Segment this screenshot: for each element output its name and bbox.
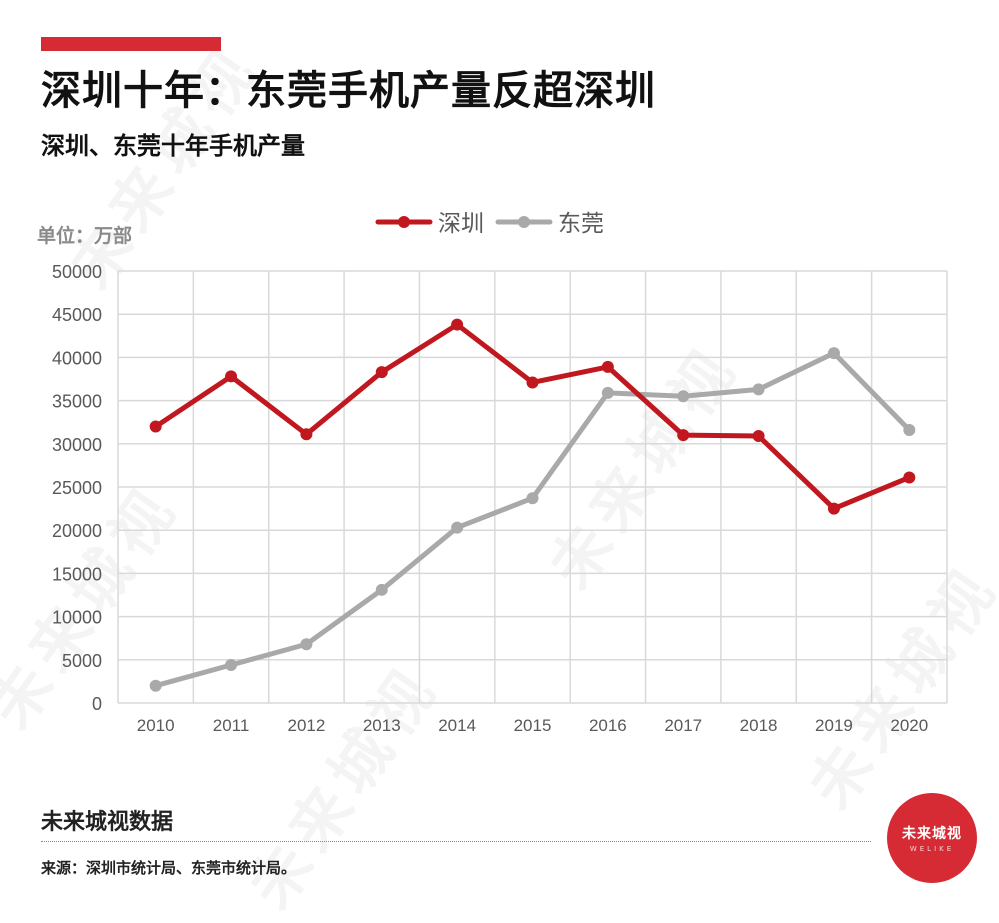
data-point-shenzhen (903, 471, 916, 484)
data-point-dongguan (375, 583, 388, 596)
y-tick-label: 5000 (62, 651, 102, 671)
x-tick-label: 2020 (890, 716, 928, 735)
page-subtitle: 深圳、东莞十年手机产量 (41, 132, 305, 160)
data-point-shenzhen (225, 370, 238, 383)
x-tick-label: 2012 (287, 716, 325, 735)
data-point-shenzhen (451, 318, 464, 331)
unit-label: 单位：万部 (37, 225, 133, 247)
x-tick-label: 2017 (664, 716, 702, 735)
y-tick-label: 30000 (52, 435, 102, 455)
y-tick-label: 20000 (52, 521, 102, 541)
footer-brand: 未来城视数据 (41, 810, 174, 835)
data-point-shenzhen (752, 430, 765, 443)
legend-label-shenzhen: 深圳 (438, 211, 484, 237)
y-tick-label: 15000 (52, 564, 102, 584)
data-point-dongguan (300, 638, 313, 651)
data-point-dongguan (827, 347, 840, 360)
data-point-shenzhen (827, 502, 840, 515)
y-tick-label: 40000 (52, 348, 102, 368)
data-point-dongguan (677, 390, 690, 403)
brand-logo: 未来城视 WELIKE (887, 793, 977, 883)
data-point-shenzhen (149, 420, 162, 433)
y-tick-label: 25000 (52, 478, 102, 498)
x-tick-label: 2018 (740, 716, 778, 735)
y-tick-label: 50000 (52, 262, 102, 282)
y-tick-label: 10000 (52, 608, 102, 628)
x-tick-label: 2010 (137, 716, 175, 735)
x-tick-label: 2014 (438, 716, 476, 735)
data-point-shenzhen (300, 428, 313, 441)
data-point-dongguan (225, 658, 238, 671)
x-tick-label: 2019 (815, 716, 853, 735)
accent-bar (41, 37, 221, 51)
data-point-dongguan (601, 386, 614, 399)
data-point-dongguan (149, 679, 162, 692)
footer-divider (41, 841, 871, 842)
data-point-shenzhen (677, 429, 690, 442)
data-point-dongguan (752, 383, 765, 396)
data-point-shenzhen (601, 360, 614, 373)
page-title: 深圳十年：东莞手机产量反超深圳 (41, 68, 656, 114)
logo-subtext: WELIKE (909, 845, 955, 853)
source-note: 来源：深圳市统计局、东莞市统计局。 (41, 859, 297, 877)
data-point-dongguan (903, 423, 916, 436)
y-tick-label: 0 (92, 694, 102, 714)
legend-label-dongguan: 东莞 (558, 211, 604, 237)
data-point-dongguan (451, 521, 464, 534)
x-tick-label: 2016 (589, 716, 627, 735)
y-tick-label: 45000 (52, 305, 102, 325)
legend-marker-shenzhen (398, 216, 410, 228)
x-tick-label: 2013 (363, 716, 401, 735)
line-chart: 0 5000 10000 15000 20000 25000 30000 35000 40000… (52, 211, 948, 735)
x-tick-label: 2015 (514, 716, 552, 735)
logo-text: 未来城视 (902, 826, 962, 842)
legend-marker-dongguan (518, 216, 530, 228)
data-point-dongguan (526, 492, 539, 505)
y-tick-label: 35000 (52, 392, 102, 412)
data-point-shenzhen (375, 366, 388, 379)
x-tick-label: 2011 (213, 716, 250, 735)
data-point-shenzhen (526, 376, 539, 389)
